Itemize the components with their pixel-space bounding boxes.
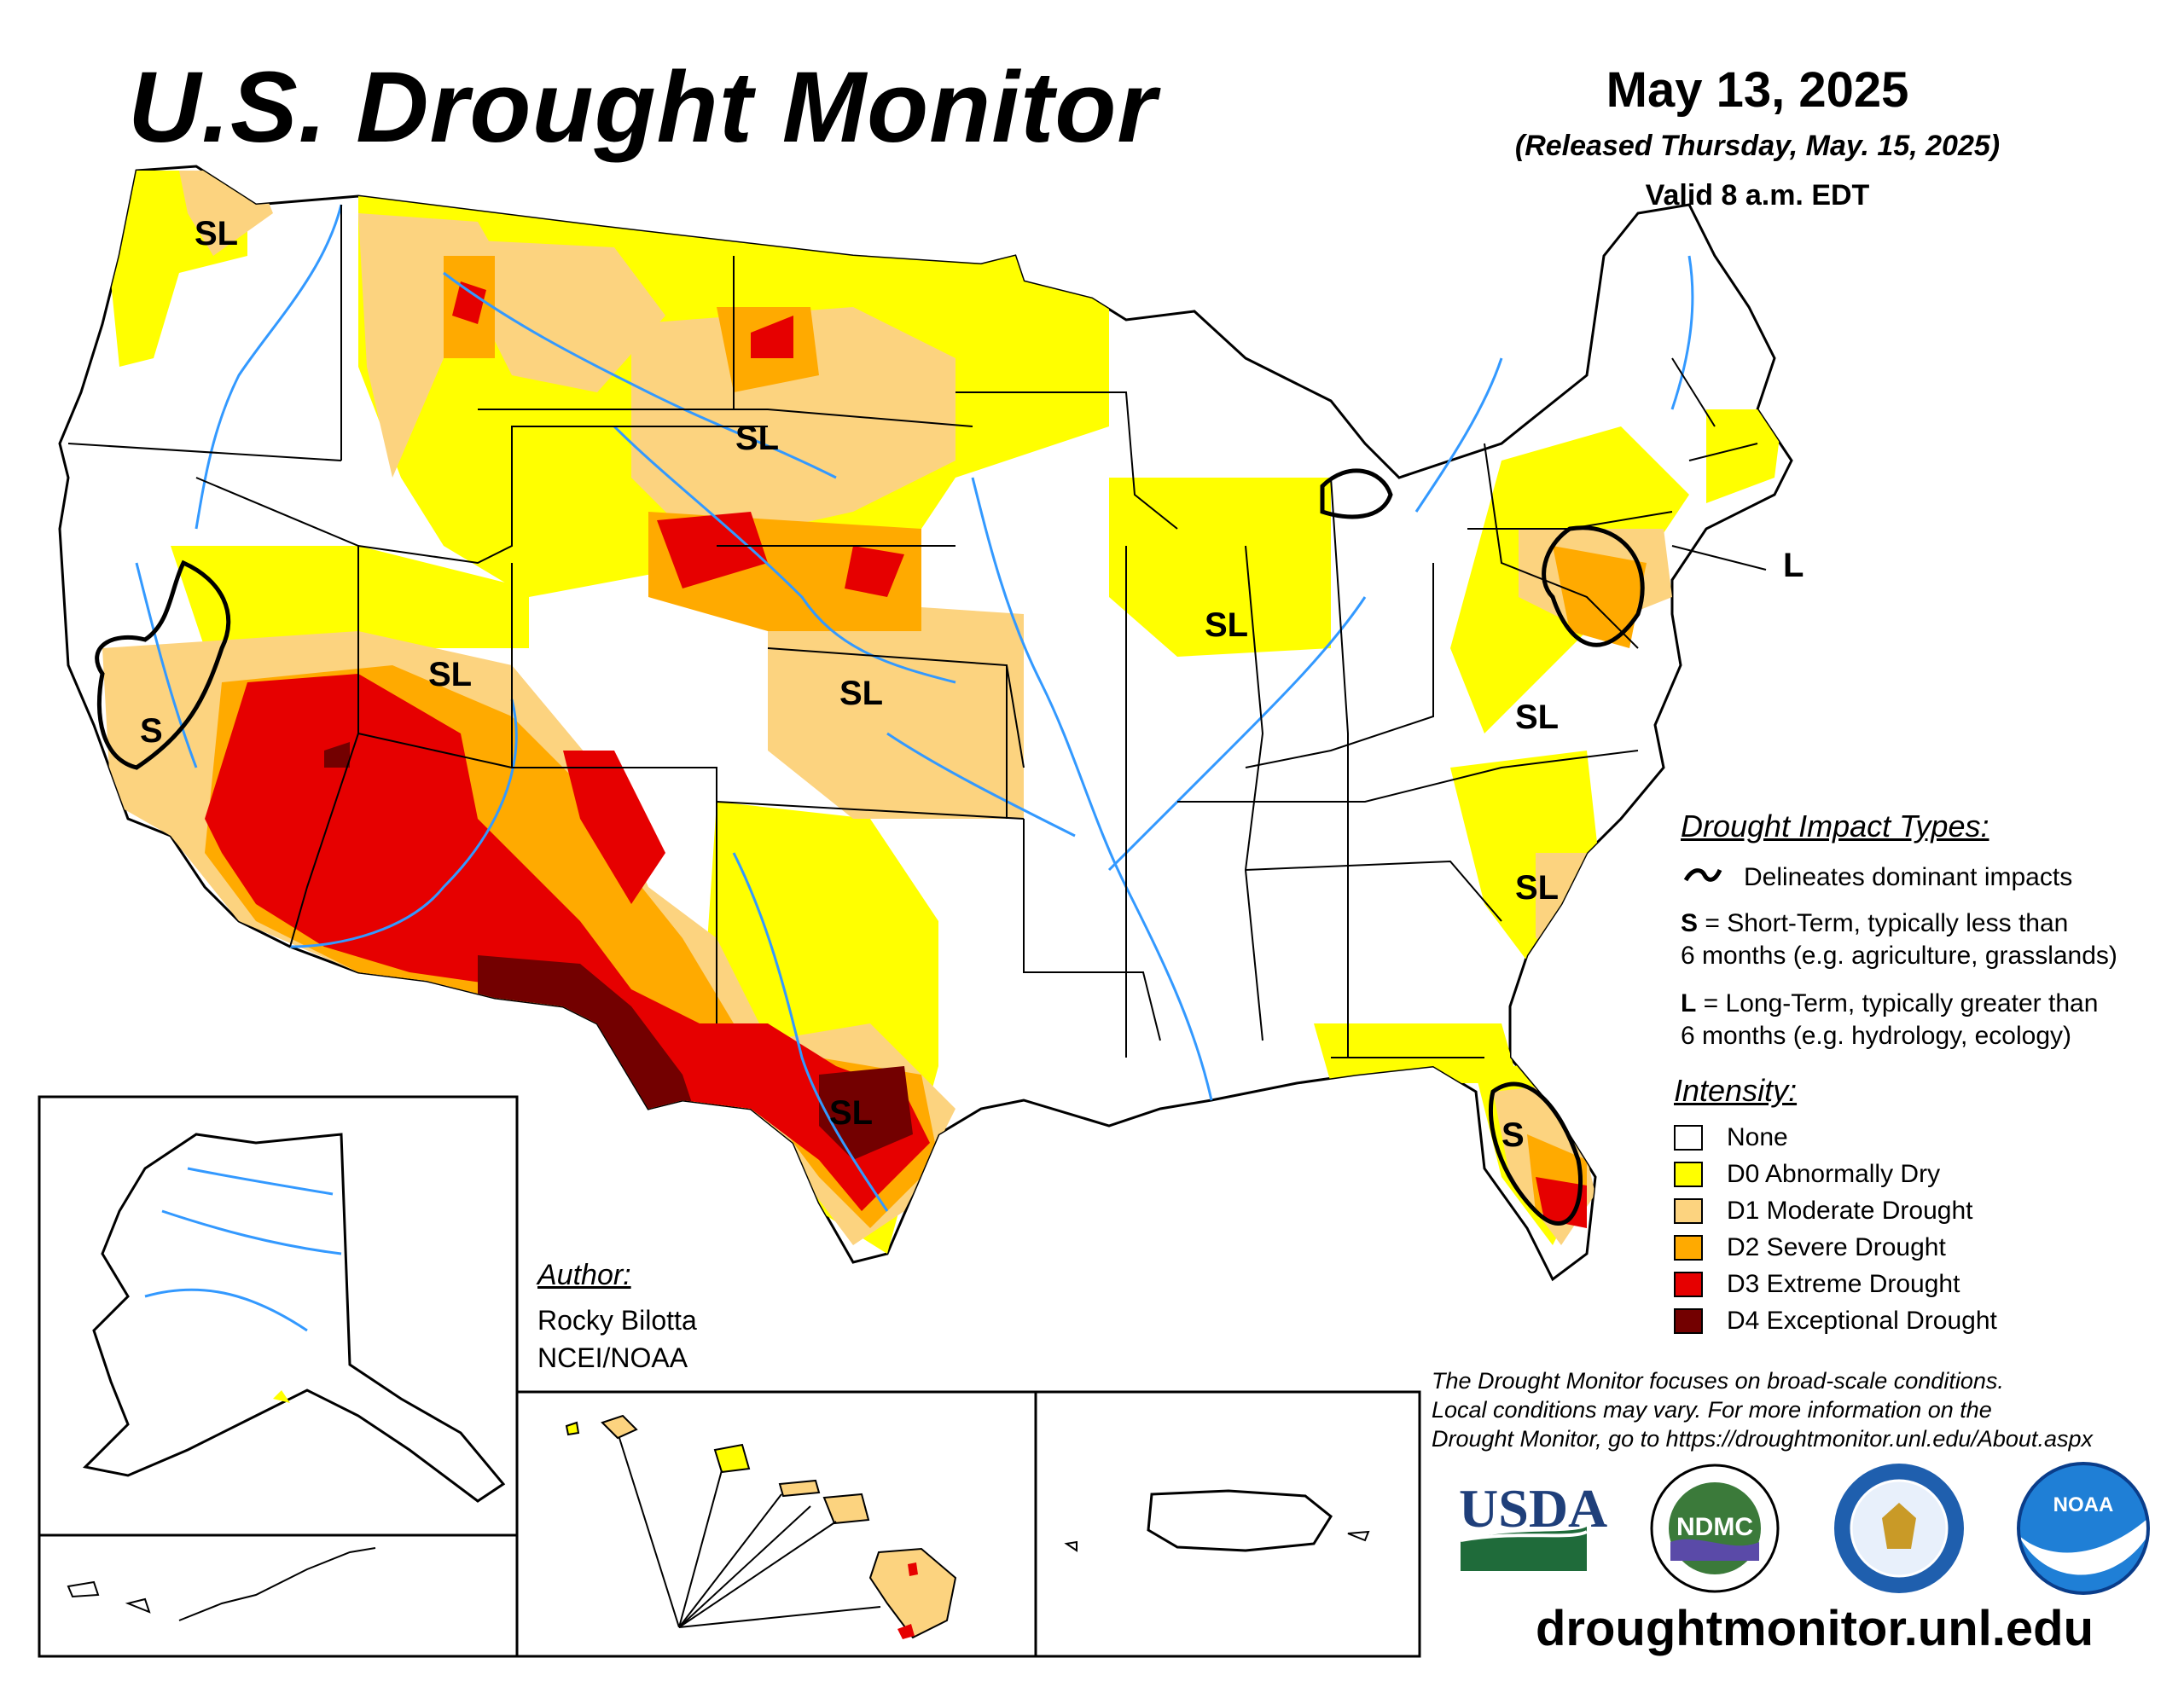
map-title: U.S. Drought Monitor bbox=[128, 51, 1158, 164]
legend-row-d1: D1 Moderate Drought bbox=[1674, 1196, 1973, 1226]
alaska-shape bbox=[82, 1133, 506, 1503]
swatch-d3 bbox=[1674, 1272, 1703, 1297]
long-term-key: L bbox=[1681, 989, 1697, 1017]
website-link[interactable]: droughtmonitor.unl.edu bbox=[1536, 1601, 2094, 1656]
alaska-inset bbox=[38, 1095, 519, 1658]
impact-label: S bbox=[140, 712, 163, 750]
intensity-title: Intensity: bbox=[1674, 1073, 1798, 1108]
impact-label: SL bbox=[735, 420, 779, 457]
swatch-d2 bbox=[1674, 1235, 1703, 1261]
label-leader-line bbox=[1671, 545, 1767, 571]
disclaimer-line: Local conditions may vary. For more info… bbox=[1432, 1397, 1992, 1423]
impact-label: SL bbox=[839, 675, 883, 712]
legend-row-none: None bbox=[1674, 1122, 1788, 1153]
d4-areas bbox=[324, 742, 913, 1160]
disclaimer: The Drought Monitor focuses on broad-sca… bbox=[1432, 1366, 2182, 1453]
rivers bbox=[135, 204, 1694, 1212]
usda-logo: USDA bbox=[1459, 1478, 1607, 1571]
delineation-sample-icon bbox=[1683, 868, 1722, 882]
legend-row-d0: D0 Abnormally Dry bbox=[1674, 1159, 1940, 1190]
ndmc-logo: NDMC bbox=[1650, 1464, 1780, 1593]
release-date: (Released Thursday, May. 15, 2025) bbox=[1514, 130, 2001, 162]
impact-label: SL bbox=[829, 1094, 873, 1132]
legend-row-d4: D4 Exceptional Drought bbox=[1674, 1306, 1997, 1336]
impact-types-title: Drought Impact Types: bbox=[1681, 809, 1989, 844]
puerto-rico-inset bbox=[1034, 1390, 1421, 1658]
hawaii-inset bbox=[515, 1390, 1037, 1658]
short-term-key: S bbox=[1681, 909, 1699, 937]
hawaii-leader-lines bbox=[619, 1437, 881, 1628]
impact-label: L bbox=[1783, 547, 1804, 584]
disclaimer-line: Drought Monitor, go to https://droughtmo… bbox=[1432, 1426, 2093, 1452]
legend-row-d2: D2 Severe Drought bbox=[1674, 1232, 1946, 1263]
impact-label: SL bbox=[428, 656, 472, 693]
short-term-line1: S = Short-Term, typically less than bbox=[1681, 909, 2069, 937]
legend-row-d3: D3 Extreme Drought bbox=[1674, 1269, 1960, 1300]
impact-label: SL bbox=[1515, 699, 1559, 736]
impact-label: SL bbox=[1515, 869, 1559, 907]
swatch-none bbox=[1674, 1125, 1703, 1151]
author-org: NCEI/NOAA bbox=[537, 1342, 688, 1373]
noaa-logo: NOAA bbox=[2017, 1462, 2150, 1595]
short-term-line2: 6 months (e.g. agriculture, grasslands) bbox=[1681, 942, 2117, 970]
impact-label: S bbox=[1502, 1116, 1525, 1154]
swatch-d1 bbox=[1674, 1198, 1703, 1224]
author-name: Rocky Bilotta bbox=[537, 1305, 697, 1336]
puerto-rico-shape bbox=[1147, 1489, 1333, 1552]
map-date: May 13, 2025 bbox=[1606, 62, 1909, 118]
commerce-seal-logo bbox=[1834, 1464, 1964, 1593]
state-borders bbox=[67, 205, 1758, 1058]
ndmc-logo-text: NDMC bbox=[1676, 1513, 1753, 1541]
long-term-line2: 6 months (e.g. hydrology, ecology) bbox=[1681, 1022, 2072, 1050]
noaa-logo-text: NOAA bbox=[2053, 1493, 2114, 1516]
impact-label: SL bbox=[1205, 606, 1248, 644]
impact-label: SL bbox=[195, 215, 238, 252]
swatch-d4 bbox=[1674, 1308, 1703, 1334]
swatch-d0 bbox=[1674, 1162, 1703, 1187]
impact-delineation-lines bbox=[95, 468, 1645, 1226]
long-term-line1: L = Long-Term, typically greater than bbox=[1681, 989, 2099, 1017]
disclaimer-line: The Drought Monitor focuses on broad-sca… bbox=[1432, 1368, 2004, 1394]
d3-areas bbox=[205, 281, 1587, 1228]
author-heading: Author: bbox=[537, 1259, 631, 1291]
delineates-label: Delineates dominant impacts bbox=[1744, 863, 2073, 891]
